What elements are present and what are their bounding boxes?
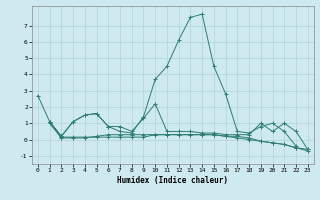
X-axis label: Humidex (Indice chaleur): Humidex (Indice chaleur) [117, 176, 228, 185]
